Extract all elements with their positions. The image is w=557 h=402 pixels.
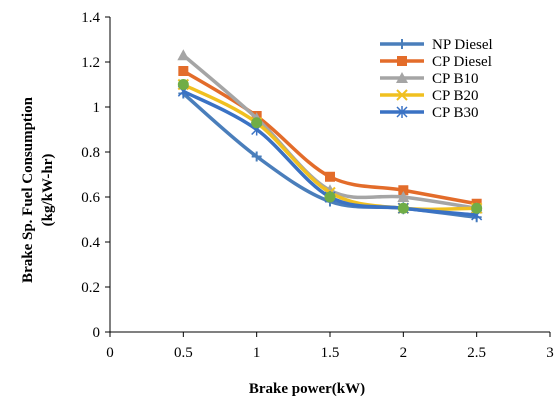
data-point-circle bbox=[397, 202, 409, 214]
data-point-circle bbox=[177, 79, 189, 90]
legend-item: CP B30 bbox=[380, 105, 479, 121]
x-tick-label: 3 bbox=[546, 345, 554, 361]
y-tick-label: 1.4 bbox=[81, 10, 100, 26]
series-layer bbox=[177, 49, 483, 223]
y-tick-label: 1 bbox=[93, 100, 101, 116]
data-point-circle bbox=[324, 191, 336, 203]
legend-label: CP B20 bbox=[432, 88, 479, 104]
legend-item: CP B20 bbox=[380, 88, 479, 104]
data-point-plus bbox=[397, 39, 407, 49]
x-tick-label: 0 bbox=[106, 345, 114, 361]
data-point-plus bbox=[251, 151, 262, 162]
data-point-circle bbox=[471, 202, 483, 214]
data-point-square bbox=[397, 56, 407, 66]
data-point-triangle bbox=[397, 191, 410, 202]
y-tick-label: 0.6 bbox=[81, 190, 100, 206]
data-point-star bbox=[396, 106, 408, 118]
legend-label: CP B10 bbox=[432, 71, 479, 87]
x-tick-label: 2 bbox=[400, 345, 408, 361]
data-point-square bbox=[398, 185, 409, 196]
data-point-circle bbox=[251, 117, 263, 129]
data-point-triangle bbox=[396, 72, 408, 83]
y-tick-label: 0.8 bbox=[81, 145, 100, 161]
y-tick-label: 0.2 bbox=[81, 280, 100, 296]
y-tick-label: 1.2 bbox=[81, 55, 100, 71]
y-tick-label: 0 bbox=[93, 325, 101, 341]
x-axis-title: Brake power(kW) bbox=[249, 381, 365, 397]
legend-label: NP Diesel bbox=[432, 37, 493, 53]
data-point-triangle bbox=[177, 49, 190, 61]
legend-label: CP B30 bbox=[432, 105, 479, 121]
legend-label: CP Diesel bbox=[432, 54, 492, 70]
y-axis-title-line-1: Brake Sp. Fuel Consumption bbox=[20, 96, 36, 283]
y-axis-title-line-2: (kg/kW-hr) bbox=[40, 154, 56, 227]
extra-points bbox=[177, 79, 483, 214]
data-point-square bbox=[178, 66, 189, 76]
y-ticks: 0 0.2 0.4 0.6 0.8 1 1.2 1.4 bbox=[81, 10, 110, 341]
x-tick-label: 1 bbox=[253, 345, 261, 361]
x-tick-label: 0.5 bbox=[174, 345, 193, 361]
x-tick-label: 1.5 bbox=[321, 345, 340, 361]
legend-item: CP Diesel bbox=[380, 54, 492, 70]
x-ticks: 0 0.5 1 1.5 2 2.5 3 bbox=[106, 332, 554, 361]
data-point-square bbox=[325, 171, 335, 182]
legend-item: NP Diesel bbox=[380, 37, 493, 53]
y-tick-label: 0.4 bbox=[81, 235, 100, 251]
x-tick-label: 2.5 bbox=[467, 345, 486, 361]
legend-item: CP B10 bbox=[380, 71, 479, 87]
data-point-x bbox=[396, 89, 408, 101]
